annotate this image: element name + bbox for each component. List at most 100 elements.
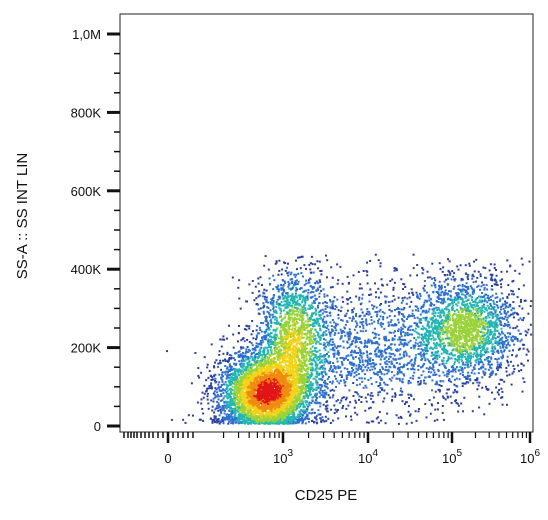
event-dot (256, 360, 259, 362)
event-dot (323, 315, 326, 318)
event-dot (297, 294, 300, 297)
event-dot (300, 419, 302, 422)
event-dot (226, 367, 228, 370)
event-dot (292, 413, 295, 416)
event-dot (267, 358, 270, 361)
event-dot (230, 383, 232, 386)
event-dot (272, 274, 275, 277)
event-dot (225, 414, 228, 417)
event-dot (316, 381, 319, 384)
event-dot (230, 356, 233, 359)
event-dot (228, 358, 231, 361)
event-dot (310, 369, 312, 371)
event-dot (295, 344, 298, 347)
event-dot (335, 377, 337, 380)
event-dot (274, 414, 277, 417)
event-dot (265, 370, 267, 373)
event-dot (260, 406, 263, 409)
event-dot (216, 400, 219, 403)
event-dot (300, 399, 302, 402)
event-dot (315, 364, 317, 367)
event-dot (259, 418, 262, 421)
event-dot (325, 311, 328, 314)
event-dot (264, 413, 267, 416)
event-dot (267, 401, 270, 404)
event-dot (230, 422, 233, 425)
event-dot (301, 301, 304, 304)
event-dot (253, 392, 256, 395)
event-dot (300, 365, 303, 368)
event-dot (329, 381, 331, 383)
event-dot (281, 395, 283, 397)
event-dot (326, 341, 329, 344)
event-dot (247, 364, 250, 367)
event-dot (286, 347, 289, 350)
event-dot (234, 382, 236, 385)
event-dot (288, 381, 291, 383)
event-dot (300, 341, 303, 344)
event-dot (322, 318, 325, 321)
event-dot (264, 346, 267, 349)
event-dot (304, 422, 307, 425)
event-dot (240, 369, 243, 372)
event-dot (209, 417, 212, 420)
event-dot (289, 407, 291, 409)
event-dot (308, 392, 311, 395)
event-dot (278, 288, 281, 291)
event-dot (260, 416, 263, 419)
event-dot (263, 387, 265, 389)
event-dot (271, 398, 274, 401)
event-dot (292, 299, 295, 302)
event-dot (239, 377, 242, 379)
event-dot (230, 367, 232, 370)
event-dot (201, 391, 204, 394)
event-dot (325, 405, 327, 408)
event-dot (243, 328, 246, 331)
event-dot (228, 354, 231, 356)
event-dot (251, 372, 254, 375)
event-dot (251, 344, 254, 347)
event-dot (307, 336, 310, 339)
event-dot (291, 404, 294, 407)
event-dot (259, 341, 262, 344)
event-dot (291, 342, 294, 345)
event-dot (279, 383, 282, 386)
event-dot (310, 393, 313, 396)
event-dot (266, 416, 269, 419)
event-dot (319, 418, 322, 420)
event-dot (202, 396, 205, 399)
event-dot (267, 393, 270, 396)
event-dot (272, 382, 275, 385)
event-dot (246, 379, 249, 382)
event-dot (246, 375, 249, 378)
event-dot (331, 382, 334, 385)
event-dot (311, 305, 314, 308)
event-dot (273, 418, 276, 421)
event-dot (327, 355, 330, 358)
event-dot (297, 421, 300, 424)
event-dot (251, 280, 254, 282)
event-dot (229, 373, 232, 376)
event-dot (287, 373, 290, 376)
event-dot (218, 422, 221, 425)
event-dot (255, 377, 258, 380)
event-dot (257, 351, 260, 354)
event-dot (238, 398, 241, 401)
event-dot (299, 364, 302, 367)
event-dot (199, 418, 202, 421)
event-dot (275, 388, 278, 391)
event-dot (275, 419, 278, 422)
event-dot (239, 405, 242, 408)
event-dot (214, 379, 216, 382)
event-dot (249, 409, 252, 411)
event-dot (281, 357, 284, 360)
event-dot (300, 392, 303, 395)
event-dot (271, 373, 273, 376)
event-dot (248, 394, 251, 397)
event-dot (283, 357, 286, 360)
event-dot (231, 400, 233, 403)
event-dot (251, 379, 254, 382)
event-dot (305, 352, 308, 355)
event-dot (245, 367, 248, 370)
event-dot (305, 364, 308, 366)
